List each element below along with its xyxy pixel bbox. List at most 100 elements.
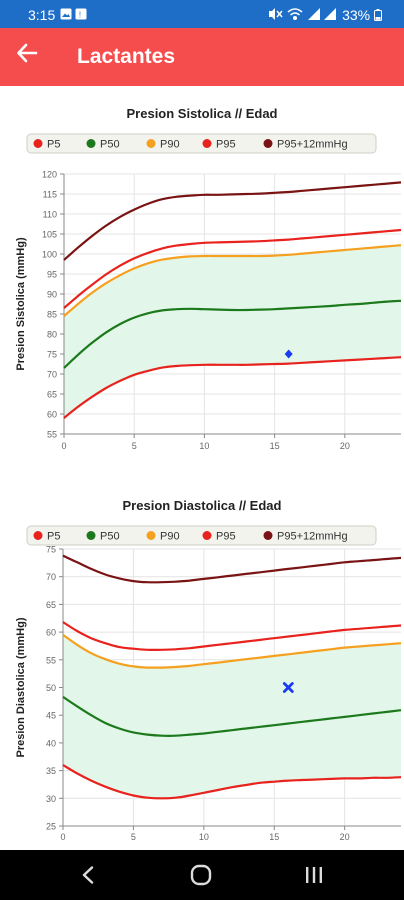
- home-circle-icon: [190, 864, 212, 886]
- x-tick-label: 10: [199, 441, 209, 450]
- mute-icon: [269, 8, 283, 20]
- y-tick-label: 30: [46, 794, 56, 804]
- x-tick-label: 10: [199, 832, 209, 842]
- nav-back-button[interactable]: [58, 850, 118, 900]
- alert-icon: [75, 8, 87, 20]
- series-line-p95: [62, 621, 402, 652]
- page-title: Lactantes: [77, 45, 176, 68]
- legend-label: P90: [160, 531, 180, 543]
- legend-label: P95+12mmHg: [277, 531, 348, 543]
- diastolic-chart: Presion Diastolica // Edad P5 P50 P90 P95 P95…: [0, 492, 404, 844]
- legend-marker: [202, 531, 212, 540]
- y-tick-label: 75: [46, 545, 56, 555]
- battery-level: 33%: [342, 7, 382, 23]
- nav-home-button[interactable]: [171, 850, 231, 900]
- diastolic-chart-svg: Presion Diastolica // Edad P5 P50 P90 P95 P95…: [15, 498, 402, 842]
- x-tick-label: 0: [60, 832, 65, 842]
- y-tick-label: 45: [46, 711, 56, 721]
- y-tick-label: 35: [46, 766, 56, 776]
- series-line-p5: [63, 356, 402, 419]
- legend-marker: [86, 531, 96, 540]
- y-tick-label: 55: [46, 655, 56, 665]
- chart-legend: [26, 525, 377, 546]
- chart-title: Presion Diastolica // Edad: [123, 498, 282, 513]
- arrow-back-icon: [17, 43, 38, 63]
- y-tick-label: 75: [47, 350, 57, 360]
- back-button[interactable]: [16, 42, 38, 71]
- series-line-p5: [62, 764, 402, 800]
- wifi-icon: [287, 8, 303, 21]
- legend-marker: [86, 139, 96, 148]
- status-bar: 3:15 ! 33%: [0, 0, 404, 28]
- systolic-chart-svg: Presion Sistolica // Edad P5 P50 P90 P95 P95+…: [15, 106, 402, 451]
- y-tick-label: 60: [47, 410, 57, 420]
- chart-legend: [26, 133, 377, 154]
- patient-point-marker: [282, 682, 294, 693]
- y-tick-label: 60: [46, 628, 56, 638]
- y-tick-label: 120: [42, 170, 57, 180]
- normal-range-band: [63, 634, 401, 799]
- y-tick-label: 110: [43, 210, 57, 220]
- x-tick-label: 20: [340, 441, 350, 450]
- legend-label: P95: [216, 139, 236, 151]
- legend-label: P5: [47, 531, 60, 543]
- battery-icon: [374, 9, 382, 21]
- y-tick-label: 70: [46, 572, 56, 582]
- x-tick-label: 15: [269, 832, 279, 842]
- x-tick-label: 15: [270, 441, 280, 450]
- y-axis-label: Presion Diastolica (mmHg): [15, 617, 27, 757]
- legend-marker: [263, 531, 273, 540]
- y-tick-label: 80: [47, 330, 57, 340]
- image-icon: !: [60, 8, 87, 20]
- y-tick-label: 55: [47, 430, 57, 440]
- x-tick-label: 20: [340, 832, 350, 842]
- y-tick-label: 70: [47, 370, 57, 380]
- legend-label: P95: [216, 531, 236, 543]
- battery-percent: 33%: [342, 7, 371, 23]
- y-tick-label: 95: [47, 270, 57, 280]
- y-tick-label: 100: [42, 250, 57, 260]
- series-line-p50: [62, 695, 402, 737]
- x-tick-label: 5: [131, 832, 136, 842]
- patient-point-marker: [284, 349, 293, 359]
- legend-marker: [263, 139, 273, 148]
- signal-icon: [308, 8, 336, 20]
- legend-label: P50: [100, 139, 120, 151]
- y-tick-label: 90: [47, 290, 57, 300]
- legend-marker: [33, 531, 43, 540]
- y-tick-label: 25: [46, 822, 56, 832]
- systolic-chart: Presion Sistolica // Edad P5 P50 P90 P95 P95+…: [0, 100, 404, 451]
- series-line-p90: [63, 244, 402, 317]
- y-tick-label: 65: [46, 600, 56, 610]
- chevron-left-icon: [82, 866, 94, 884]
- app-bar: Lactantes: [0, 28, 404, 86]
- series-line-p50: [63, 299, 402, 369]
- normal-range-band: [64, 245, 401, 418]
- legend-marker: [202, 139, 212, 148]
- legend-label: P90: [160, 139, 180, 151]
- legend-marker: [146, 139, 156, 148]
- legend-marker: [33, 139, 43, 148]
- series-line-p90: [62, 633, 402, 669]
- nav-recents-button[interactable]: [284, 850, 344, 900]
- x-tick-label: 0: [61, 441, 66, 450]
- y-tick-label: 105: [42, 230, 57, 240]
- status-system-icons: [268, 7, 342, 24]
- legend-label: P5: [47, 139, 60, 151]
- svg-text:!: !: [79, 11, 83, 20]
- y-tick-label: 85: [47, 310, 57, 320]
- status-time: 3:15: [28, 7, 56, 23]
- navigation-bar: [0, 850, 404, 900]
- y-tick-label: 40: [46, 738, 56, 748]
- chart-title: Presion Sistolica // Edad: [127, 106, 278, 121]
- x-tick-label: 5: [132, 441, 137, 450]
- y-tick-label: 50: [46, 683, 56, 693]
- y-tick-label: 115: [43, 190, 57, 200]
- series-line-p95: [63, 228, 402, 309]
- legend-label: P50: [100, 531, 120, 543]
- series-line-p95-12mmhg: [63, 181, 402, 261]
- legend-marker: [146, 531, 156, 540]
- status-notification-icons: !: [60, 8, 88, 23]
- legend-label: P95+12mmHg: [277, 139, 348, 151]
- y-tick-label: 65: [47, 390, 57, 400]
